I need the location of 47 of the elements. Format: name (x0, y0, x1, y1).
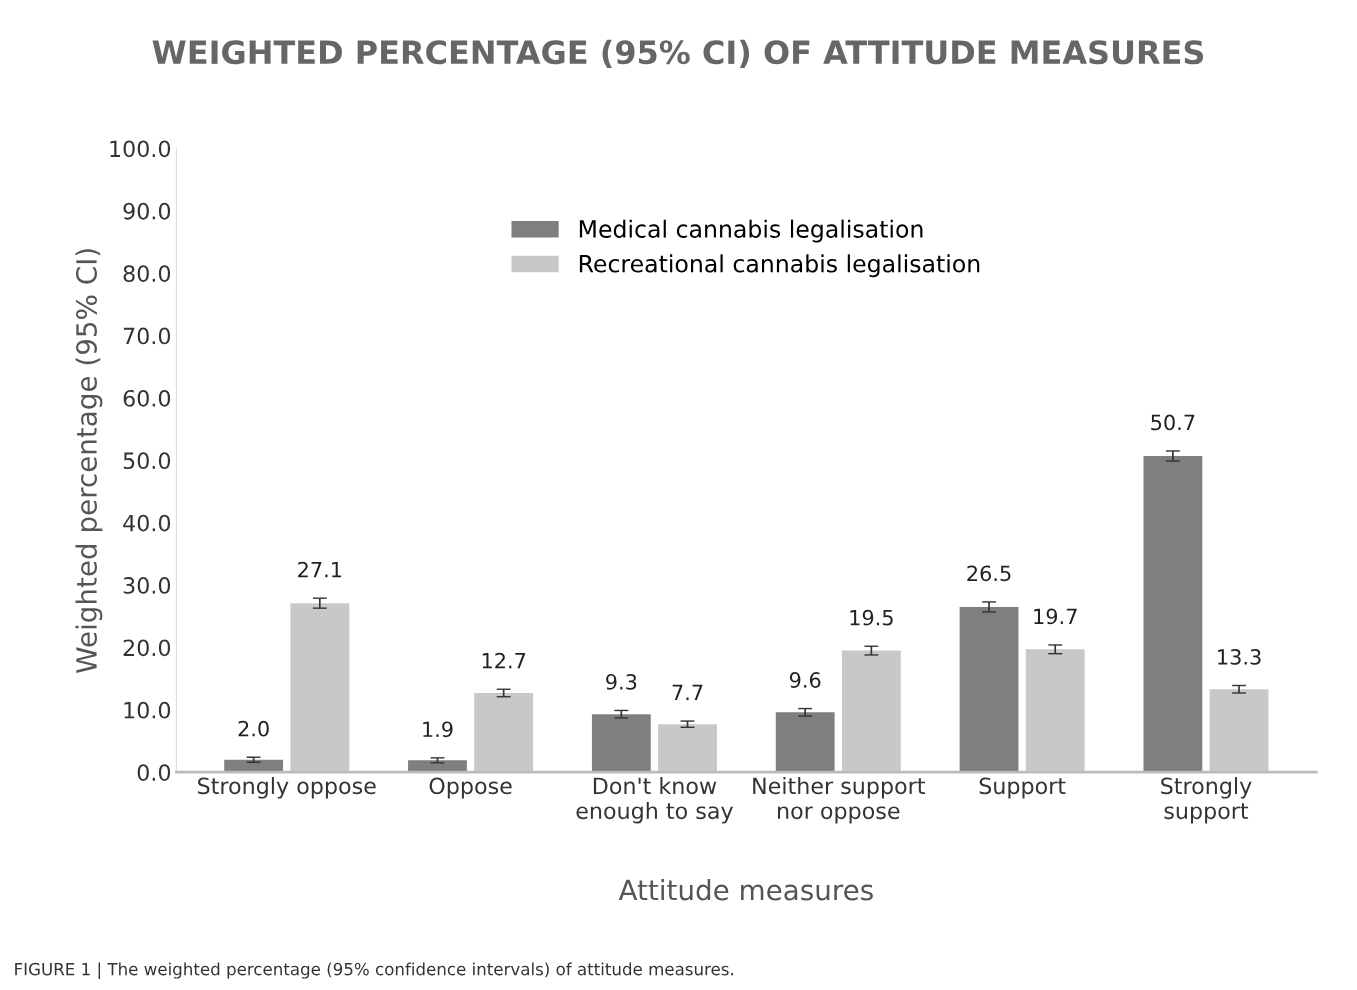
x-tick-label: Neither support nor oppose (753, 777, 925, 824)
data-label: 7.7 (672, 684, 703, 701)
bar (290, 603, 350, 773)
bar (408, 760, 467, 773)
x-tick-label: Strongly oppose (198, 777, 376, 799)
bar (1025, 649, 1085, 773)
x-tick-label: Oppose (429, 777, 512, 799)
y-tick-label: 50.0 (123, 452, 171, 470)
x-tick-label: Strongly support (1161, 777, 1252, 824)
y-tick-label: 80.0 (123, 265, 171, 282)
data-label: 2.0 (238, 720, 269, 737)
bar (474, 692, 534, 773)
bar (841, 650, 901, 773)
chart-title: WEIGHTED PERCENTAGE (95% CI) OF ATTITUDE MEASURES (152, 39, 1204, 69)
y-tick-label: 30.0 (123, 577, 171, 594)
bar (658, 724, 717, 773)
y-tick-label: 0.0 (137, 764, 171, 781)
y-axis-title: Weighted percentage (95% CI) (75, 249, 103, 673)
data-label: 19.7 (1034, 608, 1077, 625)
y-tick-label: 100.0 (110, 140, 171, 158)
data-label: 12.7 (482, 652, 526, 669)
bar (959, 606, 1019, 773)
x-tick-label: Don't know enough to say (576, 777, 733, 824)
bar (224, 759, 284, 773)
bar (591, 714, 651, 773)
data-label: 50.7 (1151, 414, 1195, 431)
bar (1209, 689, 1269, 773)
data-label: 26.5 (967, 565, 1011, 582)
legend-label: Medical cannabis legalisation (579, 219, 923, 243)
legend-label: Recreational cannabis legalisation (579, 254, 980, 278)
x-tick-label: Support (979, 777, 1066, 799)
y-tick-label: 60.0 (123, 389, 171, 407)
data-label: 9.3 (606, 673, 637, 690)
y-tick-label: 90.0 (123, 202, 171, 220)
y-tick-label: 10.0 (124, 701, 171, 719)
bar (775, 712, 835, 773)
data-label: 1.9 (423, 721, 453, 738)
y-tick-label: 40.0 (123, 514, 171, 532)
data-label: 27.1 (298, 561, 342, 578)
data-label: 9.6 (789, 672, 821, 688)
y-tick-label: 70.0 (123, 327, 171, 345)
caption: FIGURE 1 | The weighted percentage (95% confidence intervals) of attitude measures. (15, 962, 733, 980)
bar (1143, 455, 1203, 773)
data-label: 19.5 (850, 609, 893, 626)
x-axis-title: Attitude measures (618, 879, 873, 901)
y-tick-label: 20.0 (123, 639, 171, 657)
data-label: 13.3 (1218, 649, 1261, 665)
